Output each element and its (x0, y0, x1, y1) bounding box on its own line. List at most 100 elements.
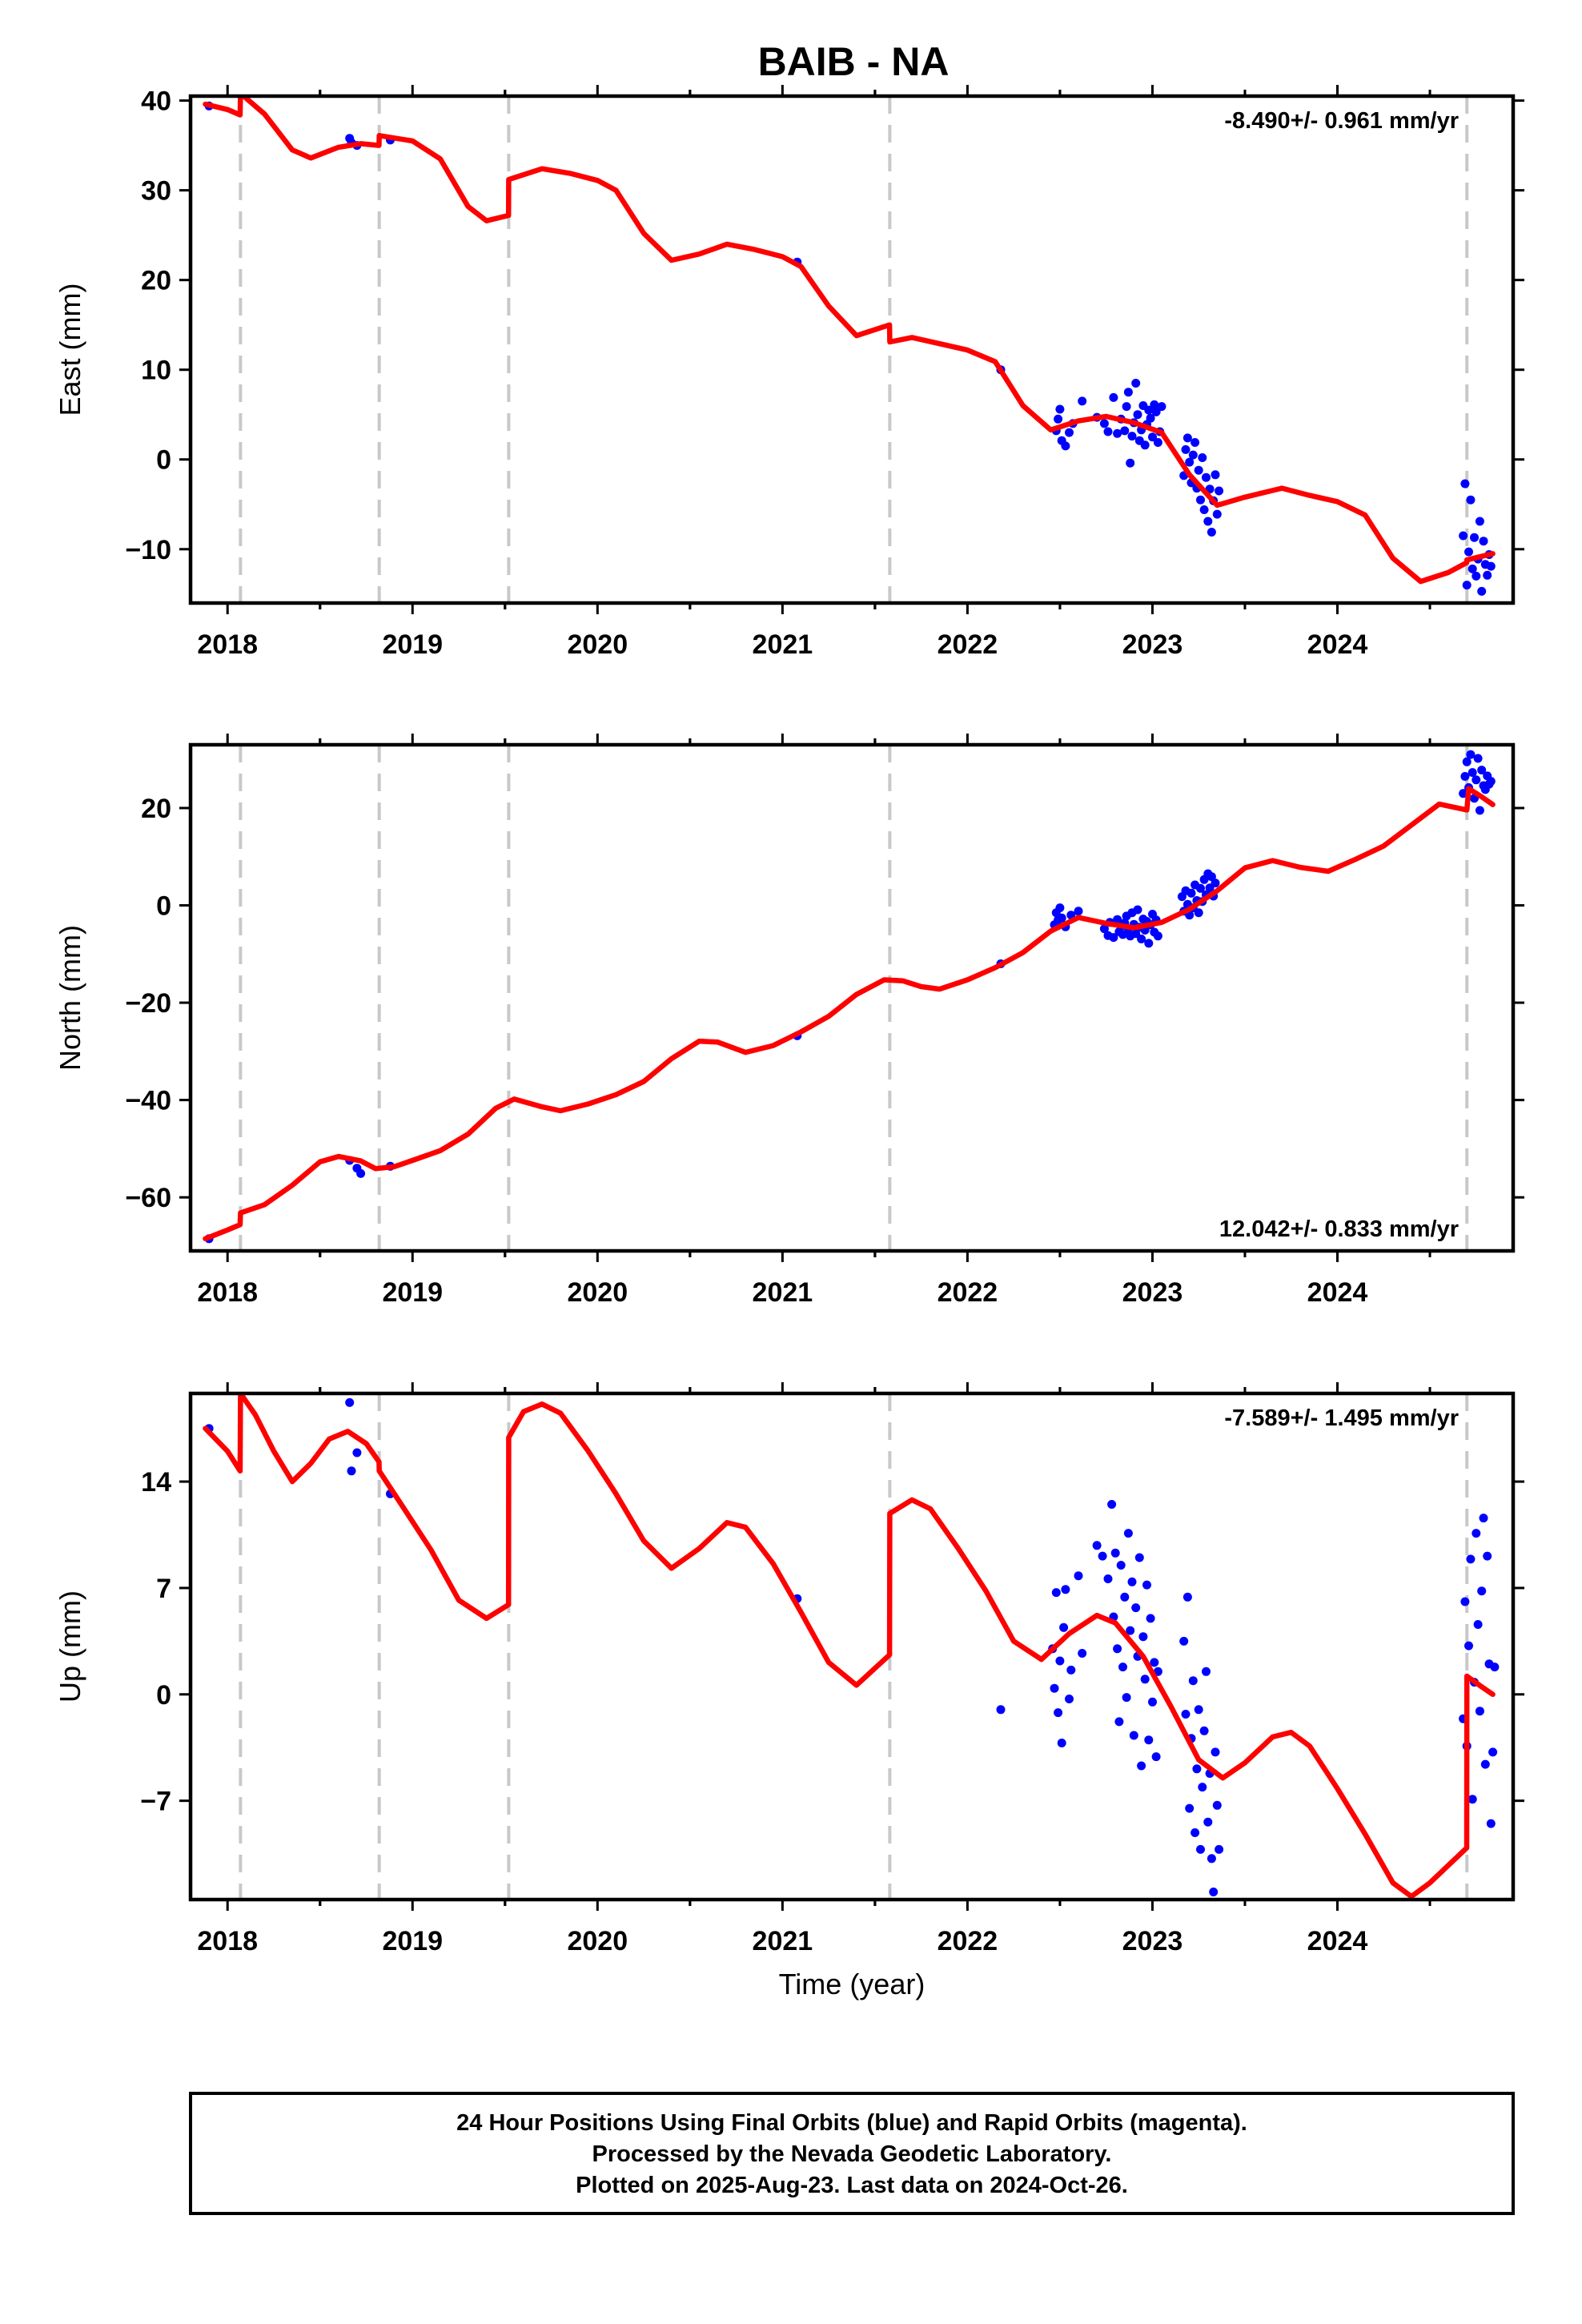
north-point-51 (1194, 908, 1203, 918)
up-xlabel: Time (year) (779, 1968, 926, 2000)
east-panel: 2018 2019 2020 2021 2022 2023 2024 −10 0 10 20 30 40… (54, 85, 1524, 660)
east-point-54 (1202, 472, 1211, 482)
up-model-line (203, 1393, 1496, 1900)
up-point-76 (1473, 1620, 1483, 1629)
up-point-33 (1127, 1577, 1137, 1586)
up-point-63 (1207, 1854, 1216, 1864)
east-point-24 (1126, 458, 1135, 468)
east-point-59 (1211, 470, 1220, 480)
north-point-71 (1477, 766, 1487, 775)
east-ytick-label--10: −10 (125, 535, 171, 565)
up-point-65 (1211, 1747, 1220, 1757)
up-rate-label: -7.589+/- 1.495 mm/yr (1224, 1405, 1459, 1431)
footer-box: 24 Hour Positions Using Final Orbits (bl… (189, 2092, 1515, 2215)
up-point-13 (1059, 1622, 1069, 1632)
up-point-29 (1120, 1592, 1130, 1602)
east-ylabel: East (mm) (54, 283, 86, 416)
east-point-64 (1462, 581, 1472, 590)
north-xtick-label-2023: 2023 (1122, 1277, 1183, 1308)
up-point-25 (1113, 1644, 1122, 1654)
east-point-39 (1153, 438, 1162, 447)
up-point-64 (1209, 1888, 1219, 1896)
east-point-41 (1157, 402, 1166, 412)
east-xtick-label-2024: 2024 (1307, 629, 1368, 660)
up-point-11 (1055, 1656, 1065, 1666)
east-xtick-label-2021: 2021 (753, 629, 813, 660)
up-ytick-label--7: −7 (140, 1787, 171, 1817)
up-xtick-label-2020: 2020 (567, 1926, 628, 1956)
up-point-48 (1179, 1636, 1189, 1646)
up-point-67 (1215, 1844, 1224, 1854)
up-point-80 (1480, 1759, 1490, 1769)
north-point-14 (1074, 907, 1083, 916)
footer-line-orbits: 24 Hour Positions Using Final Orbits (bl… (456, 2110, 1247, 2136)
north-rate-label: 12.042+/- 0.833 mm/yr (1219, 1216, 1459, 1242)
up-point-81 (1483, 1551, 1492, 1561)
up-point-26 (1114, 1717, 1124, 1727)
east-point-44 (1182, 433, 1192, 443)
east-point-11 (1061, 441, 1070, 451)
up-point-22 (1107, 1500, 1117, 1509)
north-point-60 (1211, 879, 1220, 888)
up-ytick-label-14: 14 (141, 1467, 171, 1498)
north-point-76 (1486, 777, 1496, 786)
up-point-50 (1182, 1592, 1192, 1602)
north-point-10 (1055, 903, 1065, 913)
up-point-27 (1116, 1561, 1126, 1570)
north-point-65 (1466, 750, 1476, 759)
north-ylabel: North (mm) (54, 925, 86, 1071)
east-point-67 (1468, 564, 1477, 573)
up-point-37 (1134, 1553, 1144, 1562)
east-point-55 (1203, 517, 1213, 526)
east-point-32 (1140, 440, 1150, 450)
east-point-43 (1181, 444, 1191, 454)
east-point-8 (1054, 414, 1063, 424)
north-point-22 (1118, 930, 1127, 939)
up-point-30 (1122, 1693, 1131, 1703)
east-point-35 (1146, 413, 1155, 423)
north-xtick-label-2019: 2019 (382, 1277, 443, 1308)
north-ytick-label-20: 20 (141, 794, 171, 824)
up-point-53 (1188, 1676, 1198, 1686)
east-point-38 (1151, 407, 1161, 416)
up-point-31 (1123, 1529, 1133, 1538)
up-xtick-label-2018: 2018 (197, 1926, 258, 1956)
north-point-70 (1475, 806, 1484, 815)
up-point-2 (347, 1466, 356, 1476)
north-point-11 (1057, 913, 1066, 923)
east-point-14 (1078, 396, 1087, 406)
north-point-15 (1099, 924, 1109, 934)
up-point-41 (1142, 1580, 1151, 1590)
east-point-37 (1150, 400, 1159, 409)
east-point-19 (1113, 428, 1122, 438)
up-point-72 (1466, 1554, 1476, 1564)
up-point-73 (1468, 1795, 1477, 1804)
east-point-9 (1055, 404, 1065, 414)
up-point-6 (996, 1705, 1006, 1715)
north-xtick-label-2022: 2022 (938, 1277, 998, 1308)
up-point-45 (1150, 1658, 1159, 1667)
east-xtick-label-2019: 2019 (382, 629, 443, 660)
east-point-36 (1148, 432, 1157, 442)
up-point-56 (1194, 1705, 1203, 1715)
east-plot-frame (188, 94, 1516, 605)
east-point-47 (1188, 450, 1198, 460)
east-point-77 (1486, 561, 1496, 571)
north-plot-frame (188, 742, 1516, 1253)
up-point-12 (1057, 1739, 1066, 1747)
up-point-14 (1061, 1585, 1070, 1594)
east-point-16 (1099, 419, 1109, 428)
up-point-85 (1490, 1663, 1500, 1672)
up-point-61 (1203, 1817, 1213, 1827)
up-xtick-label-2023: 2023 (1122, 1926, 1183, 1956)
north-xtick-label-2018: 2018 (197, 1277, 258, 1308)
up-point-21 (1103, 1574, 1113, 1583)
up-point-39 (1138, 1632, 1148, 1642)
east-point-48 (1191, 438, 1200, 447)
north-point-63 (1462, 757, 1472, 766)
up-point-59 (1199, 1726, 1209, 1735)
up-point-51 (1185, 1803, 1195, 1813)
north-point-3 (356, 1168, 366, 1178)
